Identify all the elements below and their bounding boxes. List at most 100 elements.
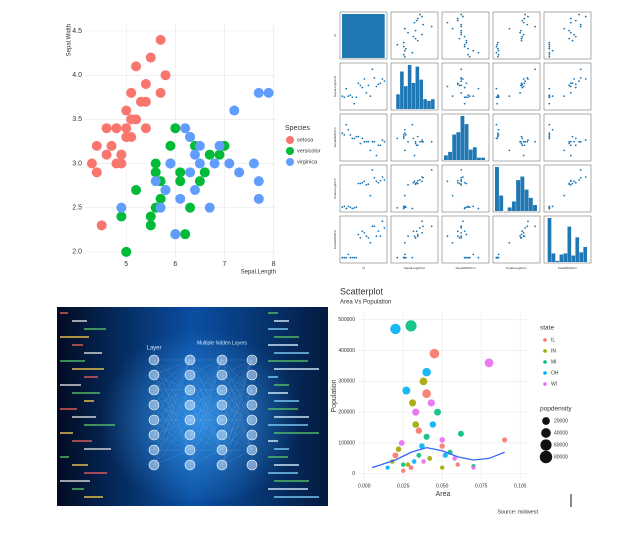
point [175,167,186,178]
point [135,96,146,107]
point [418,140,421,143]
bubble [409,399,417,407]
point [460,225,463,228]
point [458,84,461,87]
point [571,182,574,185]
y-tick-label: 500000 [338,317,355,323]
point [569,17,572,20]
point [403,49,406,52]
point [145,220,156,231]
point [402,206,405,209]
point [519,92,521,94]
point [189,149,200,160]
point [548,96,551,99]
point [579,140,582,143]
point [462,220,464,223]
point [522,21,525,24]
point [548,53,551,56]
image-link [153,374,191,451]
point [165,140,176,151]
point [467,47,469,50]
hist-bar [400,71,404,109]
point [468,206,471,209]
bubble [416,452,422,458]
image-link [221,359,253,391]
point [411,207,414,210]
point [495,51,498,54]
y-tick-label: 2.5 [72,205,82,212]
image-node [148,354,160,366]
y-tick-label: 0 [352,471,355,477]
point [446,21,449,24]
point [463,43,466,46]
hist-bar [452,134,457,160]
point [579,23,582,26]
x-tick-label: 0.025 [397,483,410,489]
point [548,87,551,90]
hist-bar [528,197,533,211]
point [422,225,424,228]
point [140,79,151,90]
y-axis-label: Sepal.Width [67,24,73,56]
image-node [184,429,196,441]
bubble [471,465,476,470]
point [170,123,181,134]
panel [492,62,541,111]
image-link [153,359,191,391]
point [416,17,419,20]
hist-bar [499,195,504,211]
point [460,227,463,229]
point [121,123,132,134]
point [460,236,463,239]
bubble [457,430,464,437]
image-node [246,399,258,411]
image-code-line [274,416,309,418]
point [91,167,102,178]
point [460,180,463,183]
image-node [246,354,258,366]
point [361,181,364,184]
image-link [153,419,191,451]
image-code-line [268,440,278,442]
point [526,23,529,26]
bubble [405,462,411,467]
point [416,233,419,236]
point [548,132,551,135]
image-code-line [268,488,308,490]
point [463,45,466,48]
size-legend-label: 80000 [554,454,568,460]
point [460,231,463,234]
y-tick-label: 2.0 [72,249,82,256]
point [402,207,405,210]
image-link [221,389,253,451]
y-axis-label: PetalWidthCm [333,229,337,249]
image-node [216,429,228,441]
point [234,167,245,178]
point [377,181,380,184]
point [165,158,176,169]
legend-label: virginica [297,159,318,165]
point [548,134,551,136]
point [160,185,171,196]
y-axis-label: PetalLengthCm [333,178,337,199]
point [569,140,572,143]
point [446,85,449,88]
point [548,135,551,138]
image-node [184,414,196,426]
image-link [153,359,191,391]
point [497,128,500,131]
point [204,149,215,160]
image-node [246,444,258,456]
point [355,206,358,209]
point [365,184,368,186]
legend-label: MI [551,359,557,365]
panel [543,164,592,213]
point [458,182,461,185]
point [418,13,421,16]
point [121,246,132,257]
bubble [398,440,405,446]
point [414,142,417,145]
point [534,68,537,71]
image-link [189,389,223,406]
image-link [221,359,253,436]
